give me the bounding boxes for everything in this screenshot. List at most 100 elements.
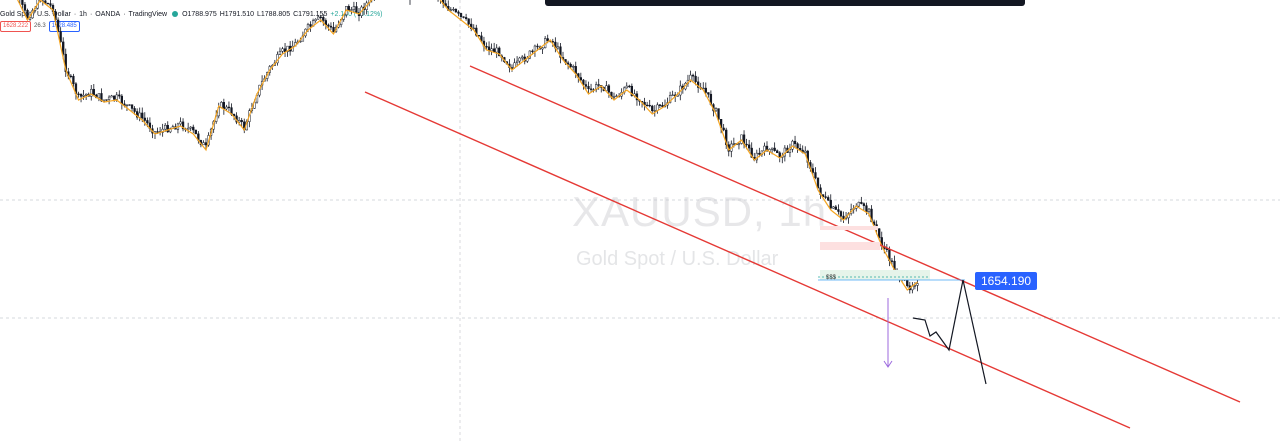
candle-body — [322, 17, 325, 21]
candle-body — [110, 95, 113, 98]
candle-body — [862, 203, 866, 206]
candle-body — [332, 26, 335, 32]
broker: OANDA — [95, 10, 121, 18]
candle-body — [462, 16, 465, 18]
buy-price-button[interactable]: 1628.485 — [48, 20, 80, 32]
channel-lower-line[interactable] — [364, 91, 1131, 429]
separator: · — [123, 10, 126, 18]
candle-body — [748, 144, 751, 149]
candle-body — [691, 74, 695, 77]
candle-body — [569, 63, 572, 68]
candle-body — [750, 147, 753, 158]
candle-body — [355, 6, 358, 14]
candle-body — [707, 92, 710, 95]
high-value: H1791.510 — [219, 10, 254, 18]
candle-body — [194, 129, 197, 135]
candle-body — [179, 121, 182, 125]
candle-body — [459, 13, 463, 17]
candle-body — [352, 6, 356, 10]
candle-body — [906, 280, 909, 287]
candle-body — [105, 99, 108, 101]
candle-body — [671, 94, 674, 96]
candle-body — [829, 199, 832, 209]
candle-body — [714, 108, 718, 112]
candle-body — [115, 94, 118, 100]
candle-body — [773, 147, 776, 151]
candle-body — [240, 120, 243, 123]
candle-body — [628, 85, 631, 88]
candle-body — [69, 75, 72, 78]
candle-body — [625, 85, 628, 89]
candle-body — [559, 46, 562, 58]
candle-body — [227, 106, 231, 109]
candle-body — [518, 57, 521, 62]
candle-body — [59, 31, 62, 43]
candle-body — [725, 129, 728, 145]
candle-body — [485, 46, 488, 48]
candle-body — [146, 120, 149, 124]
candle-body — [722, 127, 725, 131]
candle-body — [204, 142, 208, 146]
candle-body — [350, 9, 353, 11]
change-value: +2.180 (+0.12%) — [330, 10, 383, 18]
symbol-name[interactable]: Gold Spot / U.S. Dollar — [0, 10, 71, 18]
projected-path-line[interactable] — [912, 279, 987, 385]
candle-body — [493, 48, 496, 53]
candle-body — [878, 228, 881, 238]
candle-body — [329, 25, 333, 28]
candle-body — [187, 127, 190, 131]
candle-body — [834, 206, 838, 210]
candle-body — [283, 48, 287, 53]
separator: · — [89, 10, 93, 18]
candle-body — [648, 104, 651, 107]
candle-body — [521, 56, 524, 59]
candle-body — [582, 79, 585, 85]
candle-body — [860, 201, 863, 204]
market-status-icon[interactable] — [172, 11, 179, 17]
candle-body — [467, 18, 470, 25]
candle-body — [181, 121, 185, 130]
candle-body — [556, 46, 560, 49]
candle-body — [141, 112, 144, 119]
candle-body — [694, 75, 697, 83]
candle-body — [102, 99, 106, 102]
candle-body — [541, 47, 544, 50]
moving-average-line — [17, 0, 918, 291]
close-value: C1791.155 — [293, 10, 328, 18]
candle-body — [143, 117, 146, 121]
candle-body — [136, 111, 139, 118]
candle-body — [827, 197, 830, 201]
candle-body — [796, 143, 799, 149]
candle-body — [133, 108, 136, 112]
candle-body — [449, 9, 452, 11]
candle-body — [653, 110, 656, 112]
candle-body — [732, 143, 736, 145]
channel-upper-line[interactable] — [469, 65, 1241, 403]
candle-body — [21, 0, 24, 5]
candle-body — [824, 196, 827, 198]
candle-body — [314, 18, 317, 21]
candle-body — [651, 105, 654, 112]
candle-body — [597, 84, 600, 86]
candle-body — [138, 112, 141, 118]
candle-body — [533, 45, 537, 52]
candle-body — [814, 172, 817, 179]
sell-price-button[interactable]: 1628.222 — [0, 20, 32, 32]
price-label[interactable]: 1654.190 — [975, 272, 1038, 290]
candle-body — [62, 41, 65, 55]
candle-body — [740, 134, 743, 144]
candle-body — [225, 106, 228, 110]
candle-body — [587, 86, 590, 90]
candle-body — [572, 66, 575, 68]
candle-body — [804, 150, 807, 153]
candle-body — [832, 206, 835, 209]
candle-body — [811, 168, 815, 173]
candle-body — [472, 27, 475, 30]
supply-zone-top — [820, 226, 878, 230]
candle-body — [327, 24, 330, 27]
candle-body — [839, 211, 843, 217]
interval[interactable]: 1h — [79, 10, 87, 18]
platform: TradingView — [128, 10, 168, 18]
watermark-description: Gold Spot / U.S. Dollar — [576, 248, 779, 270]
